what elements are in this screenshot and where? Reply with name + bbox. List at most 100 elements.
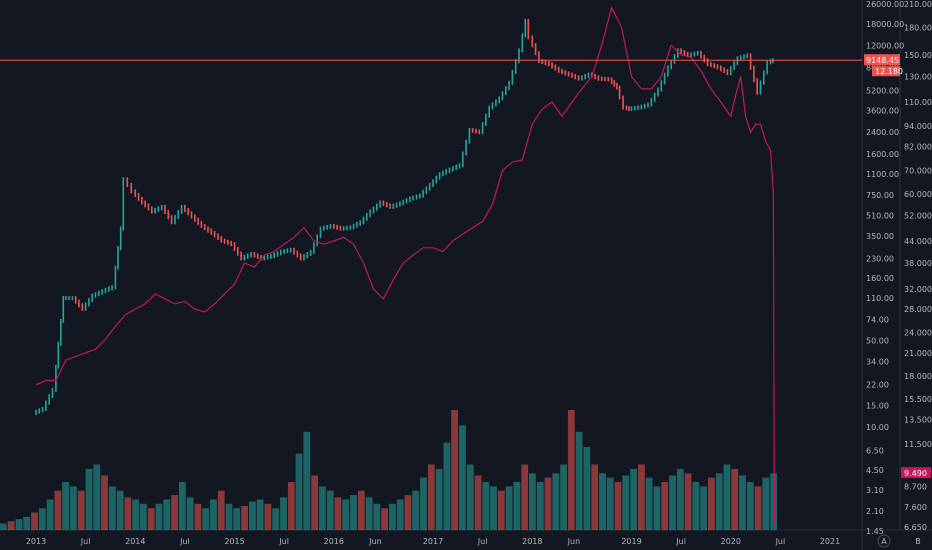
volume-bar: [630, 468, 637, 530]
left-axis-tick-label: 1100.00: [866, 170, 899, 179]
right-axis-tick-label: 32.000: [904, 285, 932, 294]
volume-bar: [303, 431, 311, 530]
volume-bar: [178, 482, 186, 530]
volume-bar: [202, 508, 210, 530]
volume-bar: [466, 464, 474, 530]
time-axis-tick-label: Jul: [80, 537, 91, 546]
volume-bar: [715, 473, 723, 530]
volume-bar: [334, 497, 342, 530]
volume-bar: [451, 410, 458, 530]
volume-bar: [490, 486, 497, 530]
volume-bar: [513, 482, 521, 530]
volume-bar: [381, 508, 388, 530]
scale-controls[interactable]: A B: [877, 534, 921, 548]
volume-bar: [357, 490, 365, 530]
volume-bar: [739, 475, 746, 530]
time-axis-tick-label: Jul: [775, 537, 786, 546]
last-price-badge: [864, 54, 900, 66]
left-axis-tick-label: 1600.00: [866, 150, 899, 159]
volume-bar: [233, 508, 241, 530]
right-axis-tick-label: 13.500: [904, 416, 932, 425]
time-axis-tick-label: 2013: [26, 537, 46, 546]
time-axis-tick-label: 2016: [324, 537, 344, 546]
right-axis-tick-label: 150.000: [904, 51, 932, 60]
right-axis-tick-label: 15.500: [904, 395, 932, 404]
volume-bar: [249, 501, 256, 530]
time-axis-tick-label: Jul: [675, 537, 686, 546]
volume-bar: [435, 468, 443, 530]
volume-bar: [326, 490, 334, 530]
volume-bar: [614, 482, 622, 530]
right-axis-tick-label: 7.600: [904, 503, 927, 512]
volume-bar: [210, 499, 217, 530]
volume-bar: [443, 442, 451, 530]
volume-bar: [396, 499, 404, 530]
left-axis-tick-label: 2400.00: [866, 128, 899, 137]
volume-bar: [552, 473, 560, 530]
volume-bar: [474, 475, 482, 530]
left-axis-tick-label: 18000.00: [866, 20, 904, 29]
volume-bar: [101, 475, 108, 530]
right-axis-tick-label: 24.000: [904, 329, 932, 338]
volume-bar: [311, 475, 318, 530]
volume-bar: [124, 497, 132, 530]
left-price-axis[interactable]: 26000.0018000.0012000.008000.005200.0036…: [866, 0, 904, 536]
left-axis-tick-label: 1.45: [866, 527, 884, 536]
volume-bar: [412, 490, 420, 530]
time-axis-tick-label: 2021: [820, 537, 840, 546]
left-axis-tick-label: 26000.00: [866, 0, 904, 9]
right-axis-tick-label: 110.000: [904, 98, 932, 107]
time-axis-tick-label: Jul: [179, 537, 190, 546]
volume-bar: [606, 477, 614, 530]
right-axis-tick-label: 38.000: [904, 259, 932, 268]
volume-bar: [373, 503, 381, 530]
time-axis-tick-label: Jun: [567, 537, 581, 546]
auto-scale-label: A: [881, 537, 887, 546]
left-axis-tick-label: 3600.00: [866, 106, 899, 115]
countdown-badge: [872, 66, 900, 77]
price-badges: 9148.45 12.180 9.490: [864, 54, 931, 479]
volume-bar: [132, 499, 140, 530]
time-axis-tick-label: 2014: [125, 537, 145, 546]
volume-bar: [23, 516, 31, 530]
time-axis-tick-label: 2020: [721, 537, 741, 546]
left-axis-tick-label: 10.00: [866, 423, 889, 432]
right-axis-tick-label: 21.000: [904, 349, 932, 358]
volume-bar: [85, 468, 93, 530]
volume-bar: [342, 499, 350, 530]
volume-bar: [529, 473, 536, 530]
left-axis-tick-label: 5200.00: [866, 87, 899, 96]
volume-bar: [746, 482, 754, 530]
volume-bar: [692, 482, 700, 530]
volume-bar: [505, 486, 513, 530]
volume-bar: [272, 508, 280, 530]
volume-bar: [217, 490, 225, 530]
time-axis-tick-label: 2019: [621, 537, 641, 546]
time-axis-tick-label: 2017: [423, 537, 443, 546]
right-price-axis[interactable]: 210.000 180.000 150.000 130.000 110.000 94.00…: [904, 0, 932, 532]
last-price-value: 9148.45: [866, 56, 899, 65]
right-axis-tick-label: 210.000: [904, 0, 932, 9]
time-axis[interactable]: 2013 Jul 2014 Jul 2015 Jul 2016 Jun 2017 Jul 2018 J…: [26, 537, 840, 546]
countdown-value: 12.180: [875, 67, 903, 76]
auto-scale-button[interactable]: [877, 534, 891, 548]
time-axis-tick-label: Jun: [368, 537, 382, 546]
right-axis-tick-label: 6.650: [904, 523, 927, 532]
volume-bar: [31, 512, 38, 530]
left-axis-tick-label: 750.00: [866, 191, 894, 200]
volume-bar: [497, 490, 505, 530]
volume-bar: [708, 477, 715, 530]
volume-bar: [645, 477, 653, 530]
log-scale-label[interactable]: B: [915, 537, 921, 546]
volume-bar: [140, 503, 147, 530]
left-axis-tick-label: 22.00: [866, 381, 889, 390]
right-axis-tick-label: 52.000: [904, 212, 932, 221]
volume-bar: [0, 523, 7, 530]
volume-bar: [560, 464, 567, 530]
volume-bar: [93, 464, 101, 530]
time-axis-tick-label: 2018: [522, 537, 542, 546]
volume-bar: [295, 453, 303, 530]
right-axis-tick-label: 60.000: [904, 190, 932, 199]
